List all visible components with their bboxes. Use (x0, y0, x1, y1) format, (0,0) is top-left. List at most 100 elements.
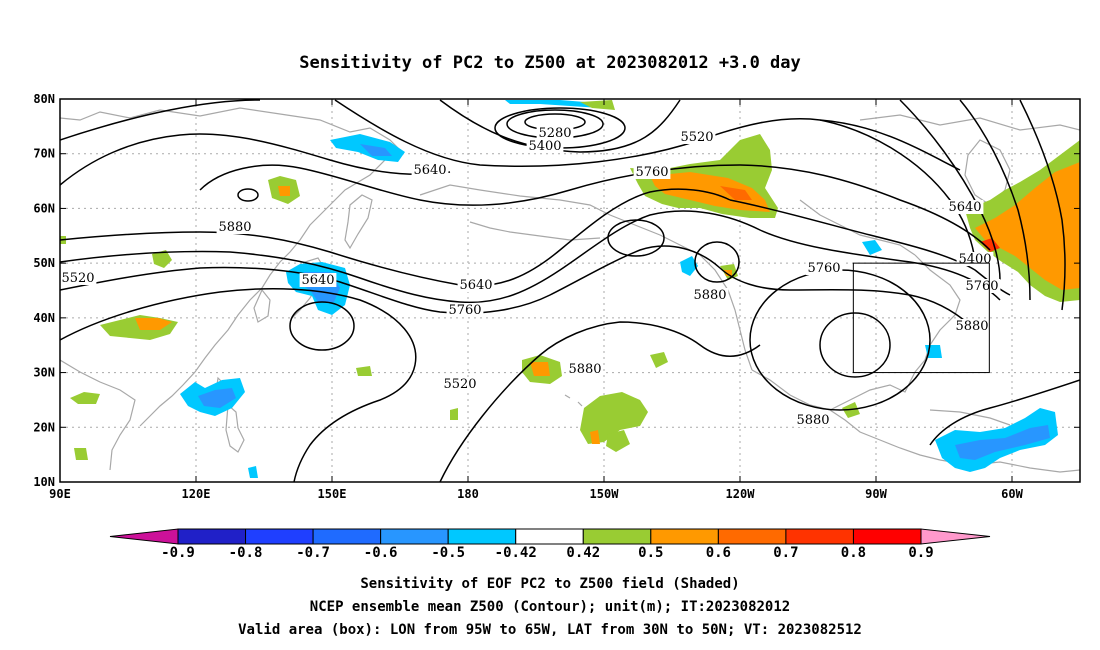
lat-label: 80N (33, 92, 55, 106)
shade-pos-mongolia (152, 250, 172, 268)
coastline-central-america (829, 409, 941, 461)
contour-label-bg (299, 273, 337, 287)
contour-label-bg (216, 220, 254, 234)
contour-label: 5760 (807, 261, 840, 276)
contour-label-bg (678, 130, 716, 144)
contour-5880-pacific (60, 287, 417, 482)
caption-line-3: Valid area (box): LON from 95W to 65W, L… (238, 622, 862, 638)
colorbar-label: -0.5 (431, 545, 465, 561)
contour-label: 5400 (528, 139, 561, 154)
colorbar-swatch (312, 528, 382, 545)
contour-label-bg (953, 319, 991, 333)
colorbar-label: 0.8 (841, 545, 866, 561)
contour-label-bg (633, 165, 671, 179)
colorbar-label: 0.5 (638, 545, 663, 561)
contour-label: 5520 (61, 271, 94, 286)
colorbar-label: -0.9 (161, 545, 195, 561)
map-background (60, 99, 1080, 482)
contour-east-bundle-4 (1019, 99, 1066, 311)
coastline-aleutians (469, 221, 601, 241)
contour-5760-main (60, 245, 971, 326)
coastline-indochina (60, 359, 136, 471)
map-frame (59, 98, 1081, 483)
colorbar-label: -0.7 (296, 545, 330, 561)
colorbar-swatch (582, 528, 652, 545)
coastline-us-east (914, 254, 961, 373)
contour-label: 5280 (538, 126, 571, 141)
shade-neg-scs-core (198, 388, 236, 408)
contour-label: 5880 (955, 319, 988, 334)
shade-pos-china-orange (135, 318, 172, 330)
contour-label-bg (411, 163, 449, 177)
lat-label: 40N (33, 311, 55, 325)
contour-5640-west (60, 188, 731, 287)
contour-label-bg (526, 139, 564, 153)
contour-label-bg (946, 200, 984, 214)
colorbar-swatch (515, 528, 584, 545)
lon-label: 150W (590, 487, 620, 501)
caption-line-2: NCEP ensemble mean Z500 (Contour); unit(… (310, 599, 790, 615)
contour-label: 5880 (568, 362, 601, 377)
shade-pos-hawaii-s2 (606, 430, 630, 452)
contour-pacific-small (607, 219, 665, 257)
lon-label: 120W (726, 487, 756, 501)
caption-line-1: Sensitivity of EOF PC2 to Z500 field (Sh… (360, 576, 739, 592)
axis-ticks (59, 98, 1080, 483)
shade-pos-hawaii-n-orange (530, 362, 550, 376)
contour-label: 5520 (443, 377, 476, 392)
contour-5880-japan (289, 301, 355, 351)
shade-neg-caribbean-core (955, 425, 1050, 460)
contour-5880-us-inner (819, 312, 891, 378)
colorbar-label: 0.9 (908, 545, 933, 561)
contour-east-bundle-1 (819, 119, 976, 261)
colorbar-label: -0.42 (495, 545, 537, 561)
valid-area-box (852, 262, 990, 374)
colorbar-label: 0.7 (773, 545, 798, 561)
contour-label-bg (60, 271, 97, 285)
contour-label-bg (794, 413, 832, 427)
shade-neg-alaska (680, 256, 698, 276)
colorbar-label: 0.42 (566, 545, 600, 561)
contour-label-bg (536, 126, 574, 140)
shade-pos-japan-small (356, 366, 372, 376)
figure-title: Sensitivity of PC2 to Z500 at 2023082012… (299, 53, 801, 73)
contour-5520-west (60, 133, 451, 186)
contour-label-bg (805, 261, 843, 275)
coastline-hudson (799, 199, 916, 256)
shade-neg-canada (862, 240, 882, 255)
lon-label: 90E (49, 487, 71, 501)
shade-neg-scs-small (248, 466, 258, 478)
lat-label: 20N (33, 420, 55, 434)
colorbar-label: 0.6 (706, 545, 731, 561)
contour-label: 5640 (459, 278, 492, 293)
latitude-labels: 80N 70N 60N 50N 40N 30N 20N 10N (33, 92, 55, 489)
contour-arctic-west (60, 99, 261, 141)
contour-label-bg (956, 252, 994, 266)
colorbar-swatch (177, 528, 247, 545)
contour-label: 5400 (958, 252, 991, 267)
contour-label: 5640 (301, 273, 334, 288)
contour-5460 (439, 99, 681, 153)
contour-label: 5520 (680, 130, 713, 145)
shade-pos-hawaii-s-orange (590, 430, 600, 444)
contour-label-bg (963, 279, 1001, 293)
lon-label: 90W (865, 487, 887, 501)
shade-pos-pacific-small (650, 352, 668, 368)
lat-label: 70N (33, 147, 55, 161)
colorbar-label: -0.6 (364, 545, 398, 561)
colorbar: -0.9 -0.8 -0.7 -0.6 -0.5 -0.42 0.42 0.5 0.6 0.7 0.… (109, 528, 991, 561)
colorbar-swatch (245, 528, 314, 545)
contour-label-bg (566, 362, 604, 376)
contour-5700 (60, 210, 1001, 304)
colorbar-swatch (785, 528, 854, 545)
shade-pos-atlantic-orange (975, 162, 1080, 290)
contour-5880-central (439, 321, 761, 482)
coastline-philippines (225, 403, 245, 453)
lat-label: 30N (33, 366, 55, 380)
colorbar-label: -0.8 (229, 545, 263, 561)
contour-label-bg (441, 377, 479, 391)
shade-pos-china-small (70, 392, 100, 404)
contour-5880-east (929, 379, 1080, 446)
lon-label: 180 (457, 487, 479, 501)
